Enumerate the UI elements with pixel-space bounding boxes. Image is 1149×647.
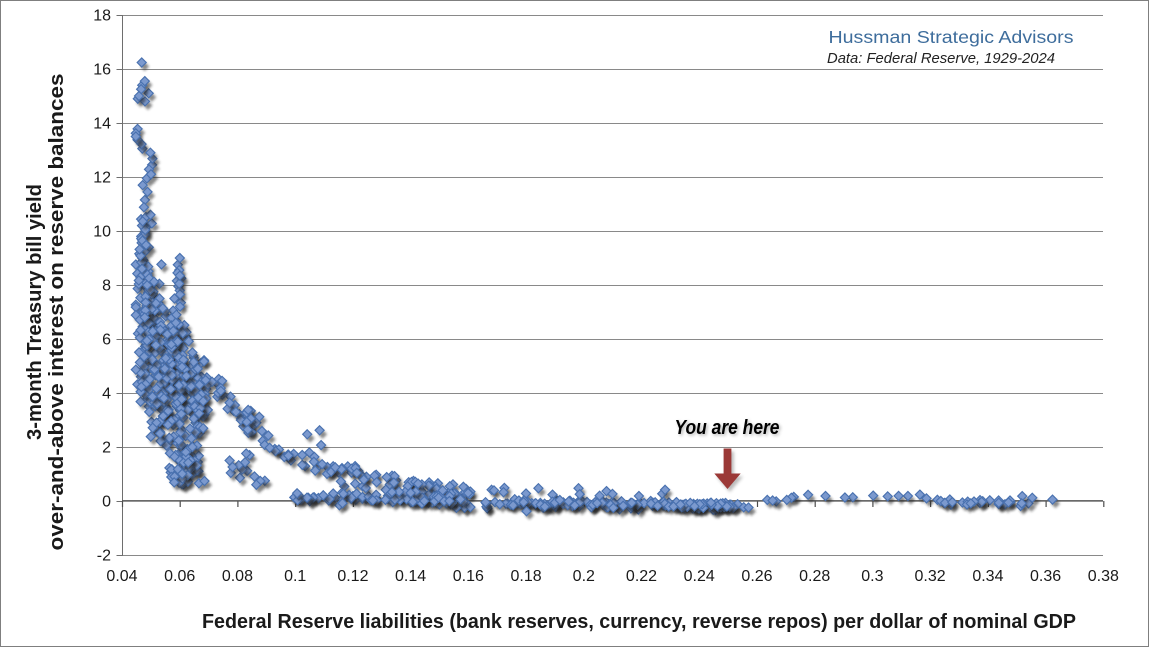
svg-text:You are here: You are here	[676, 419, 781, 441]
svg-text:Federal Reserve liabilities (b: Federal Reserve liabilities (bank reserv…	[202, 611, 1076, 633]
svg-text:0.1: 0.1	[284, 568, 306, 585]
svg-text:0: 0	[102, 494, 111, 511]
svg-text:12: 12	[93, 170, 111, 187]
svg-text:0.2: 0.2	[573, 568, 595, 585]
svg-text:0.18: 0.18	[511, 568, 542, 585]
svg-text:0.32: 0.32	[915, 568, 946, 585]
svg-text:0.08: 0.08	[222, 568, 253, 585]
svg-text:0.06: 0.06	[164, 568, 195, 585]
svg-text:0.14: 0.14	[395, 568, 426, 585]
svg-text:14: 14	[93, 116, 111, 133]
svg-text:You are here: You are here	[675, 417, 780, 439]
svg-text:0.3: 0.3	[861, 568, 883, 585]
svg-text:3-month Treasury bill yield: 3-month Treasury bill yield	[24, 184, 46, 440]
svg-text:0.12: 0.12	[337, 568, 368, 585]
svg-text:4: 4	[102, 386, 111, 403]
svg-text:0.34: 0.34	[972, 568, 1003, 585]
svg-text:0.26: 0.26	[741, 568, 772, 585]
svg-text:0.28: 0.28	[799, 568, 830, 585]
svg-text:0.04: 0.04	[106, 568, 137, 585]
svg-text:10: 10	[93, 224, 111, 241]
svg-text:18: 18	[93, 8, 111, 25]
svg-text:Hussman Strategic Advisors: Hussman Strategic Advisors	[829, 27, 1074, 47]
svg-text:6: 6	[102, 332, 111, 349]
svg-text:-2: -2	[97, 548, 111, 565]
svg-text:16: 16	[93, 62, 111, 79]
svg-text:0.16: 0.16	[453, 568, 484, 585]
svg-text:8: 8	[102, 278, 111, 295]
svg-text:over-and-above interest on res: over-and-above interest on reserve balan…	[46, 73, 68, 550]
svg-text:0.38: 0.38	[1088, 568, 1119, 585]
svg-text:0.36: 0.36	[1030, 568, 1061, 585]
svg-text:0.24: 0.24	[684, 568, 715, 585]
svg-text:Data: Federal Reserve, 1929-20: Data: Federal Reserve, 1929-2024	[827, 51, 1055, 67]
svg-text:0.22: 0.22	[626, 568, 657, 585]
svg-text:2: 2	[102, 440, 111, 457]
